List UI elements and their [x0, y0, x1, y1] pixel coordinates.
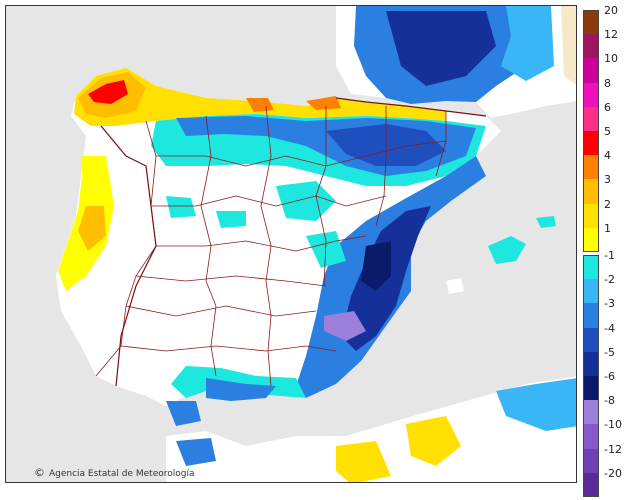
gibraltar-cold — [166, 401, 201, 426]
legend-swatch--5 — [583, 351, 599, 376]
credit-text: Agencia Estatal de Meteorología — [49, 469, 195, 479]
country-borders — [100, 97, 487, 387]
legend-swatch--1 — [583, 255, 599, 280]
legend-label--1: -1 — [604, 249, 615, 262]
portugal-warm-core — [78, 206, 106, 251]
legend-label--3: -3 — [604, 297, 615, 311]
province-borders — [95, 105, 447, 387]
copyright-icon: © — [34, 466, 45, 479]
france-cold-core — [386, 11, 496, 86]
legend-swatch--4 — [583, 327, 599, 352]
legend-label-12: 12 — [604, 28, 618, 42]
legend-label-20: 20 — [604, 4, 618, 17]
africa-land — [166, 376, 576, 482]
legend-swatch-4 — [583, 155, 599, 180]
map-canvas — [6, 6, 576, 482]
mallorca — [488, 236, 526, 264]
legend-swatch-20 — [583, 10, 599, 35]
legend-label--8: -8 — [604, 394, 615, 408]
africa-cold — [496, 378, 576, 431]
legend-swatch-5 — [583, 131, 599, 156]
north-warm-band — [74, 68, 446, 126]
legend-swatch-1 — [583, 227, 599, 252]
legend-swatch--3 — [583, 303, 599, 328]
anomaly-map — [5, 5, 577, 483]
legend-swatch--8 — [583, 400, 599, 425]
legend-label-3: 3 — [604, 173, 611, 187]
africa-warm — [336, 416, 461, 482]
legend-label-2: 2 — [604, 197, 611, 211]
south-cold-deep — [206, 378, 276, 401]
legend-label-1: 1 — [604, 221, 611, 235]
legend-swatch-12 — [583, 34, 599, 59]
legend-label--20: -20 — [604, 466, 622, 480]
legend-label-4: 4 — [604, 149, 611, 163]
legend-swatch--12 — [583, 448, 599, 473]
legend-label-10: 10 — [604, 52, 618, 66]
central-cold-patch — [166, 181, 336, 228]
legend-swatch--2 — [583, 279, 599, 304]
legend-swatch--20 — [583, 472, 599, 497]
legend-swatch-2 — [583, 203, 599, 228]
color-legend: 20 12 10 8 6 5 4 3 2 1 -1 -2 -3 -4 -5 -6 -8 -10 -12 -20 — [583, 5, 627, 497]
legend-label-8: 8 — [604, 76, 611, 90]
legend-label--5: -5 — [604, 345, 615, 359]
alps-warm — [561, 6, 576, 85]
legend-label--4: -4 — [604, 321, 615, 335]
menorca — [536, 216, 556, 228]
legend-swatch--10 — [583, 424, 599, 449]
east-cold-core — [361, 241, 391, 291]
legend-label--12: -12 — [604, 442, 622, 456]
legend-label-6: 6 — [604, 100, 611, 114]
copyright-credit: © Agencia Estatal de Meteorología — [34, 466, 195, 479]
murcia-cold-extreme — [324, 311, 366, 341]
legend-swatch-6 — [583, 106, 599, 131]
morocco-cold — [176, 438, 216, 466]
ibiza — [446, 278, 464, 294]
legend-swatch-10 — [583, 58, 599, 83]
legend-label-5: 5 — [604, 125, 611, 138]
cantabria-warm — [246, 96, 341, 112]
france-cold-light — [501, 6, 554, 81]
legend-swatch-8 — [583, 82, 599, 107]
legend-label--2: -2 — [604, 273, 615, 287]
legend-label--6: -6 — [604, 370, 615, 383]
legend-swatch--6 — [583, 376, 599, 401]
legend-swatch-3 — [583, 179, 599, 204]
legend-label--10: -10 — [604, 418, 622, 432]
galicia-hot — [88, 80, 128, 104]
